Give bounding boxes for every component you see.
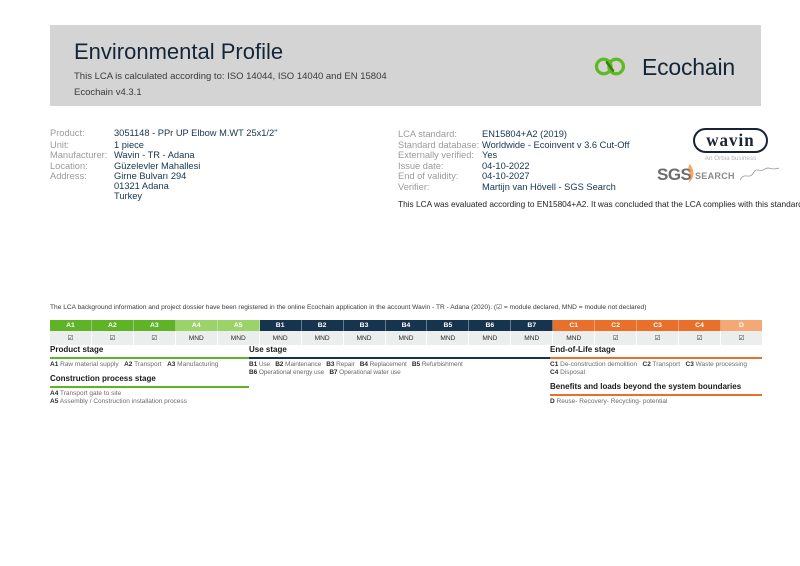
svg-text:SEARCH: SEARCH (695, 171, 735, 181)
svg-text:SGS: SGS (657, 165, 692, 184)
